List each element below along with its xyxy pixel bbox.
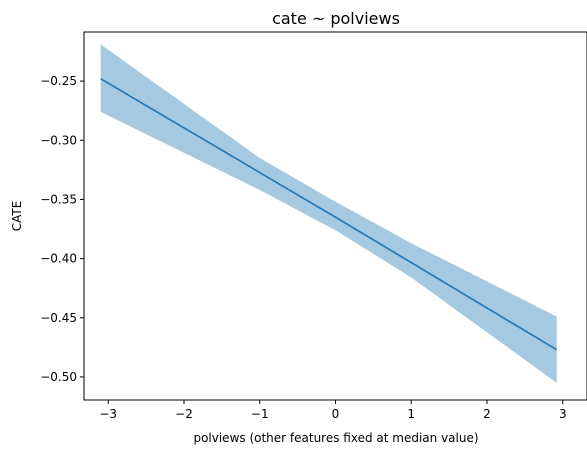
series-line-0	[100, 78, 558, 351]
x-tick-label: 1	[407, 407, 415, 421]
y-tick-label: −0.50	[40, 370, 77, 384]
x-tick-label: −3	[99, 407, 117, 421]
y-tick-label: −0.25	[40, 74, 77, 88]
x-tick-label: 2	[483, 407, 491, 421]
y-tick-label: −0.45	[40, 311, 77, 325]
x-axis-label: polviews (other features fixed at median…	[193, 431, 478, 445]
plot-area	[100, 44, 558, 383]
chart-title: cate ~ polviews	[272, 9, 400, 28]
x-tick-label: −1	[251, 407, 269, 421]
y-axis: −0.25 −0.30 −0.35 −0.40 −0.45 −0.50	[40, 74, 84, 384]
y-axis-label: CATE	[10, 201, 24, 232]
y-tick-label: −0.35	[40, 192, 77, 206]
x-axis: −3 −2 −1 0 1 2 3	[99, 400, 567, 421]
x-tick-label: 0	[332, 407, 340, 421]
y-tick-label: −0.40	[40, 252, 77, 266]
x-tick-label: −2	[175, 407, 193, 421]
x-tick-label: 3	[559, 407, 567, 421]
y-tick-label: −0.30	[40, 133, 77, 147]
